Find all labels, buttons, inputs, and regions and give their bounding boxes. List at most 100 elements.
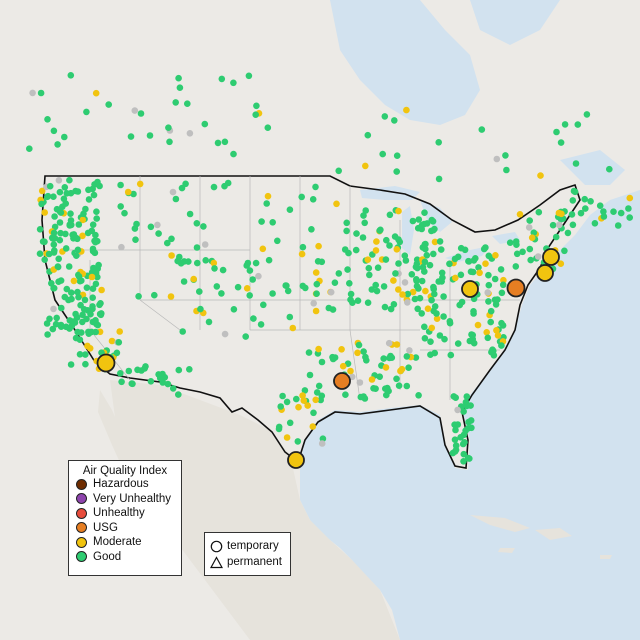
station-marker-permanent <box>525 224 533 231</box>
station-marker-good <box>156 374 164 382</box>
station-marker-good <box>62 245 70 252</box>
station-marker-good <box>379 150 387 158</box>
station-marker-good <box>360 212 367 219</box>
station-marker-moderate <box>482 260 489 268</box>
station-marker-good <box>499 322 507 329</box>
station-marker-good <box>75 273 83 280</box>
station-marker-good <box>218 290 225 297</box>
station-marker-permanent <box>406 347 413 354</box>
station-marker-good <box>260 301 267 309</box>
station-marker-good <box>137 110 145 117</box>
station-marker-moderate <box>88 273 96 281</box>
station-marker-good <box>419 263 427 271</box>
station-marker-moderate <box>312 396 320 404</box>
station-marker-moderate <box>558 210 565 218</box>
station-marker-moderate <box>516 211 524 218</box>
station-marker-moderate <box>403 106 410 114</box>
station-marker-permanent <box>169 188 177 196</box>
station-marker-good <box>82 205 89 213</box>
station-marker-good <box>430 285 438 293</box>
station-marker-good <box>625 205 632 212</box>
station-marker-good <box>177 260 185 267</box>
temporary-legend-row: temporary <box>210 538 290 554</box>
station-marker-good <box>269 290 276 297</box>
station-marker-good <box>274 237 281 245</box>
station-marker-good <box>527 256 534 264</box>
station-marker-good <box>72 234 80 242</box>
station-marker-good <box>344 266 351 273</box>
station-marker-moderate <box>347 367 354 375</box>
station-marker-good <box>485 252 493 260</box>
station-marker-good <box>418 277 426 285</box>
station-marker-good <box>570 187 578 195</box>
station-marker-good <box>50 285 57 292</box>
legend-item: Hazardous <box>76 477 181 492</box>
station-marker-good <box>421 335 429 342</box>
station-marker-permanent <box>255 272 262 280</box>
highlight-stations <box>96 248 560 469</box>
station-marker-good <box>614 222 622 229</box>
station-marker-good <box>264 124 272 131</box>
station-marker-good <box>385 387 392 395</box>
station-marker-good <box>596 202 604 209</box>
station-marker-good <box>284 287 292 295</box>
station-marker-good <box>172 99 179 106</box>
station-marker-moderate <box>283 434 291 441</box>
station-marker-good <box>113 349 121 357</box>
station-marker-permanent <box>118 243 125 251</box>
station-marker-good <box>94 273 101 281</box>
station-marker-good <box>414 224 422 232</box>
station-marker-good <box>463 393 471 400</box>
station-marker-good <box>451 448 459 455</box>
station-marker-good <box>426 261 434 269</box>
station-marker-good <box>564 229 572 237</box>
station-marker-good <box>569 221 577 229</box>
station-marker-good <box>438 269 446 277</box>
station-marker-good <box>395 260 402 267</box>
station-marker-good <box>498 289 506 297</box>
station-marker-good <box>513 250 521 258</box>
station-marker-good <box>467 402 474 409</box>
station-marker-good <box>50 127 58 135</box>
station-marker-good <box>135 293 142 300</box>
station-marker-good <box>83 315 90 323</box>
station-marker-good <box>335 167 343 175</box>
station-marker-good <box>402 257 410 264</box>
station-marker-good <box>519 248 526 256</box>
station-marker-moderate <box>98 286 105 294</box>
station-marker-good <box>175 391 182 398</box>
station-marker-good <box>46 182 54 190</box>
station-marker-good <box>329 353 336 361</box>
legend-swatch <box>76 551 87 563</box>
station-marker-good <box>50 229 58 237</box>
legend-label: Very Unhealthy <box>93 492 171 505</box>
station-marker-moderate <box>70 277 78 285</box>
station-marker-good <box>606 165 613 173</box>
station-marker-moderate <box>409 288 417 296</box>
station-marker-good <box>89 305 96 313</box>
station-marker-good <box>478 126 486 133</box>
station-marker-moderate <box>92 89 100 97</box>
station-marker-good <box>421 209 428 216</box>
station-marker-good <box>242 333 249 340</box>
station-marker-good <box>360 348 367 355</box>
station-marker-good <box>263 200 271 207</box>
station-marker-good <box>423 220 431 227</box>
station-marker-moderate <box>424 305 432 313</box>
station-marker-good <box>151 291 158 299</box>
station-marker-good <box>117 181 124 189</box>
station-marker-permanent <box>454 406 461 414</box>
station-marker-moderate <box>399 291 406 298</box>
station-marker-good <box>557 139 565 146</box>
station-marker-good <box>492 301 500 308</box>
station-marker-good <box>74 246 82 254</box>
station-marker-good <box>298 193 306 201</box>
station-marker-moderate <box>86 345 94 352</box>
station-marker-good <box>429 218 437 225</box>
station-marker-good <box>349 299 356 307</box>
station-marker-permanent <box>29 89 36 97</box>
station-marker-moderate <box>390 277 397 284</box>
station-marker-good <box>374 264 382 272</box>
station-marker-good <box>250 315 257 322</box>
station-marker-good <box>395 236 402 243</box>
